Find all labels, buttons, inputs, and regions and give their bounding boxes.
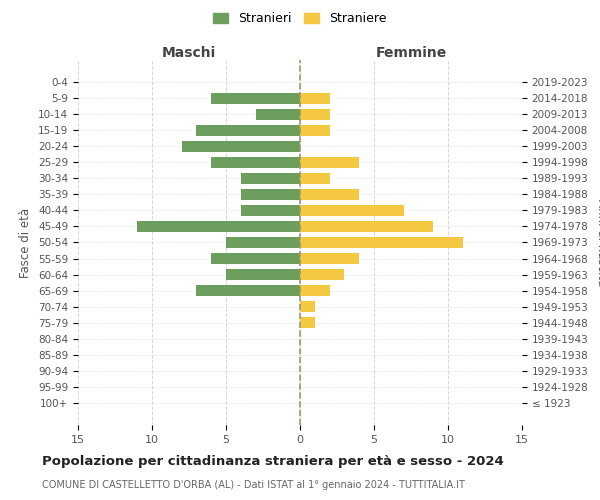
Bar (196, 285, 300, 296)
Text: Popolazione per cittadinanza straniera per età e sesso - 2024: Popolazione per cittadinanza straniera p… (42, 455, 504, 468)
Bar (300, 173, 329, 184)
Bar (211, 92, 300, 104)
Bar (256, 108, 300, 120)
Bar (300, 221, 433, 232)
Bar (211, 253, 300, 264)
Y-axis label: Fasce di età: Fasce di età (19, 208, 32, 278)
Bar (300, 285, 329, 296)
Bar (182, 140, 300, 152)
Bar (241, 189, 300, 200)
Bar (300, 253, 359, 264)
Bar (241, 173, 300, 184)
Bar (300, 269, 344, 280)
Text: Maschi: Maschi (162, 46, 216, 60)
Bar (300, 237, 463, 248)
Bar (300, 92, 329, 104)
Bar (300, 317, 315, 328)
Bar (300, 189, 359, 200)
Bar (300, 156, 359, 168)
Bar (300, 205, 404, 216)
Bar (241, 205, 300, 216)
Bar (300, 108, 329, 120)
Bar (226, 269, 300, 280)
Text: Femmine: Femmine (376, 46, 446, 60)
Bar (137, 221, 300, 232)
Bar (226, 237, 300, 248)
Bar (211, 156, 300, 168)
Y-axis label: Anni di nascita: Anni di nascita (595, 199, 600, 286)
Bar (196, 124, 300, 136)
Bar (300, 301, 315, 312)
Legend: Stranieri, Straniere: Stranieri, Straniere (209, 8, 391, 29)
Bar (300, 124, 329, 136)
Text: COMUNE DI CASTELLETTO D'ORBA (AL) - Dati ISTAT al 1° gennaio 2024 - TUTTITALIA.I: COMUNE DI CASTELLETTO D'ORBA (AL) - Dati… (42, 480, 465, 490)
